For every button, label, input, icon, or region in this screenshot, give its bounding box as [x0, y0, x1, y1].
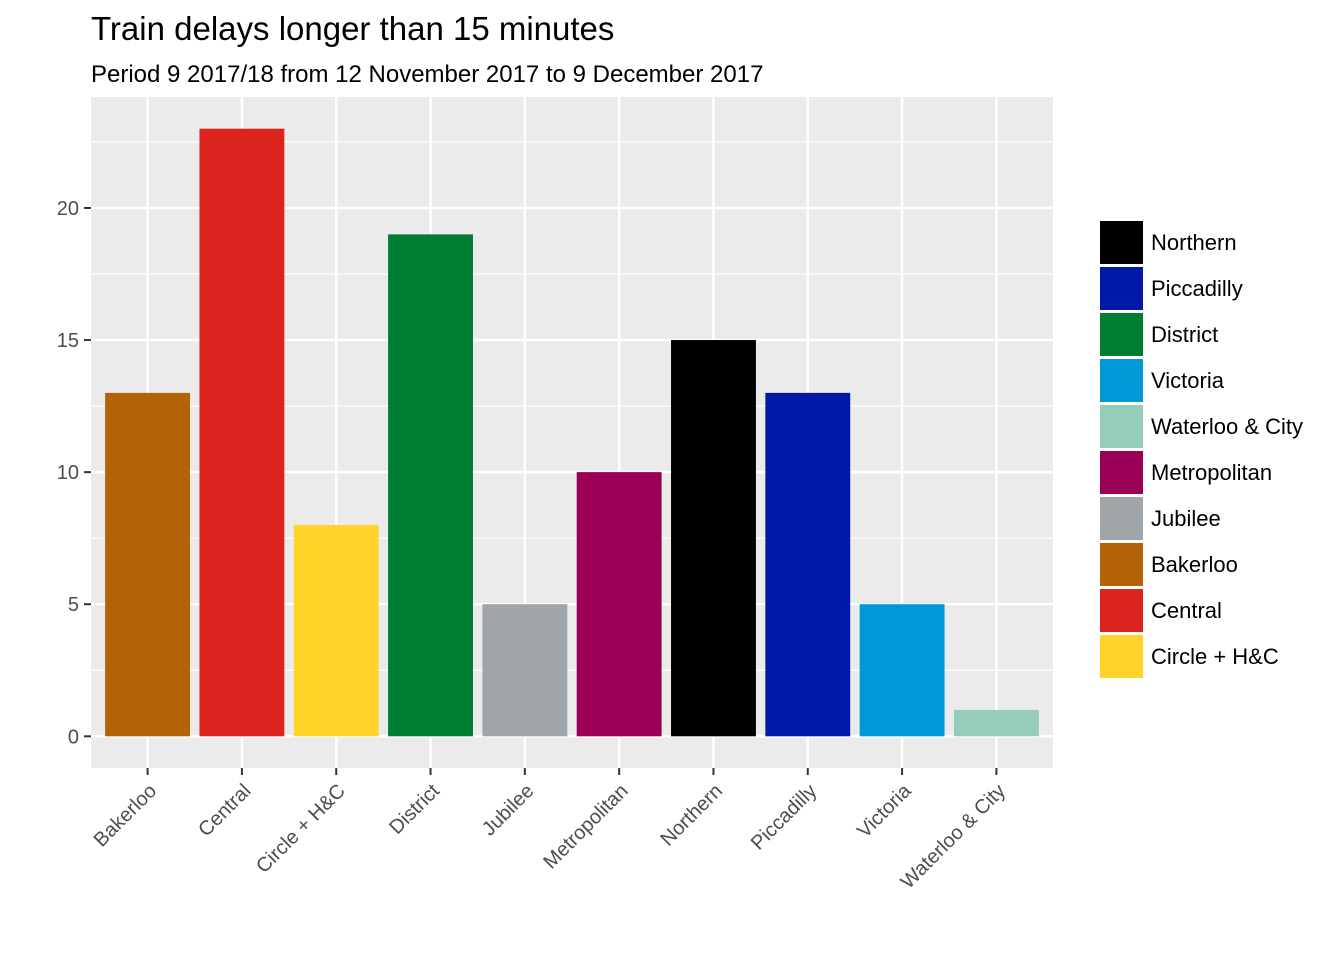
y-tick-label: 15 [57, 330, 79, 352]
bar-northern [671, 340, 756, 737]
chart-title: Train delays longer than 15 minutes [91, 10, 615, 47]
legend-label: District [1151, 322, 1218, 347]
x-tick-label: Northern [656, 780, 727, 851]
bar-central [199, 128, 285, 737]
legend-key [1100, 635, 1143, 678]
x-tick-label: Central [194, 780, 255, 841]
legend-key [1100, 313, 1143, 356]
x-tick-label: Metropolitan [539, 780, 632, 873]
legend-label: Bakerloo [1151, 552, 1238, 577]
bars [105, 128, 1039, 737]
bar-bakerloo [105, 392, 191, 737]
legend-label: Piccadilly [1151, 276, 1243, 301]
bar-piccadilly [765, 392, 851, 737]
legend-key [1100, 405, 1143, 448]
legend-key [1100, 543, 1143, 586]
legend-key [1100, 359, 1143, 402]
legend-key [1100, 589, 1143, 632]
bar-circle-h-c [293, 524, 379, 737]
chart-subtitle: Period 9 2017/18 from 12 November 2017 t… [91, 61, 764, 88]
legend-key [1100, 267, 1143, 310]
y-tick-label: 20 [57, 198, 79, 220]
legend-label: Northern [1151, 230, 1237, 255]
y-axis: 0 5 10 15 20 [57, 198, 91, 748]
legend-label: Circle + H&C [1151, 644, 1279, 669]
legend-label: Central [1151, 598, 1222, 623]
bar-jubilee [482, 604, 568, 737]
y-tick-label: 10 [57, 462, 79, 484]
x-tick-label: Piccadilly [747, 780, 822, 855]
legend-label: Metropolitan [1151, 460, 1272, 485]
bar-metropolitan [576, 472, 662, 737]
x-tick-label: Jubilee [478, 780, 538, 840]
legend-label: Jubilee [1151, 506, 1221, 531]
y-tick-label: 5 [68, 594, 79, 616]
x-tick-label: Bakerloo [90, 780, 161, 851]
legend-key [1100, 497, 1143, 540]
legend-label: Victoria [1151, 368, 1225, 393]
x-tick-label: Victoria [853, 779, 916, 842]
x-tick-label: Circle + H&C [252, 780, 350, 878]
bar-district [388, 234, 473, 737]
legend-key [1100, 451, 1143, 494]
legend-key [1100, 221, 1143, 264]
legend-label: Waterloo & City [1151, 414, 1303, 439]
y-tick-label: 0 [68, 726, 79, 748]
bar-waterloo-city [953, 709, 1039, 737]
bar-victoria [859, 604, 945, 737]
x-tick-label: District [385, 780, 444, 839]
legend: Northern Piccadilly District Victoria Waterl… [1100, 221, 1303, 678]
